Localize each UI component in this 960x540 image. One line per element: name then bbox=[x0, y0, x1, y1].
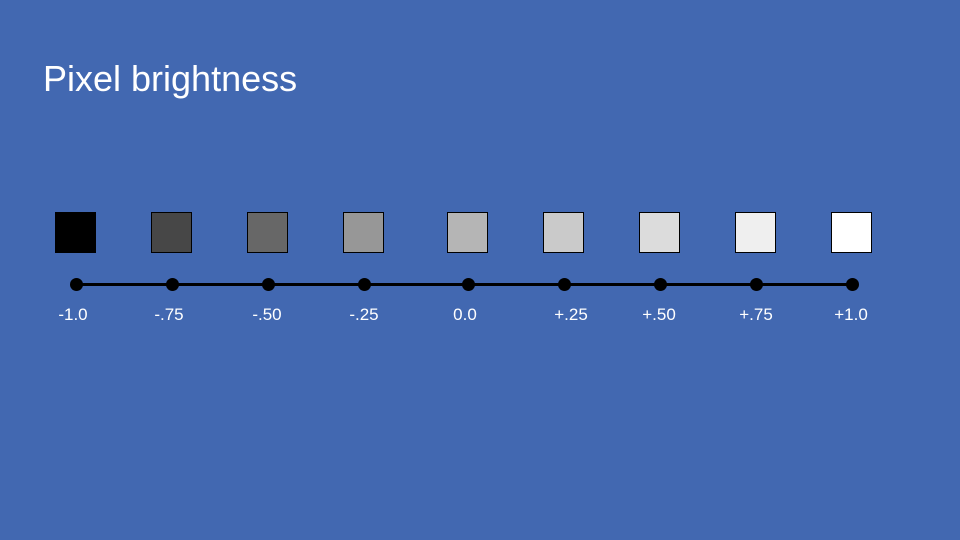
tick-dot bbox=[357, 278, 371, 291]
swatch-minus-0-75 bbox=[151, 212, 192, 253]
swatch-plus-0-75 bbox=[735, 212, 776, 253]
tick-label: -.50 bbox=[252, 305, 282, 324]
tick-label: +.75 bbox=[739, 305, 773, 324]
tick-dot bbox=[845, 278, 859, 291]
tick-dot bbox=[749, 278, 763, 291]
tick-label: 0.0 bbox=[453, 305, 477, 324]
swatch-minus-0-25 bbox=[343, 212, 384, 253]
tick-label: +.25 bbox=[554, 305, 588, 324]
swatch-plus-0-25 bbox=[543, 212, 584, 253]
tick-dot bbox=[653, 278, 667, 291]
tick-label: -.25 bbox=[349, 305, 379, 324]
swatch-plus-0-50 bbox=[639, 212, 680, 253]
tick-dot bbox=[165, 278, 179, 291]
tick-dot bbox=[461, 278, 475, 291]
tick-label: +.50 bbox=[642, 305, 676, 324]
swatch-zero bbox=[447, 212, 488, 253]
swatch-minus-1-0 bbox=[55, 212, 96, 253]
tick-dot bbox=[557, 278, 571, 291]
swatch-minus-0-50 bbox=[247, 212, 288, 253]
tick-dot bbox=[69, 278, 83, 291]
tick-label: +1.0 bbox=[834, 305, 868, 324]
tick-label: -1.0 bbox=[58, 305, 88, 324]
tick-dot bbox=[261, 278, 275, 291]
swatch-plus-1-0 bbox=[831, 212, 872, 253]
tick-label: -.75 bbox=[154, 305, 184, 324]
slide-title: Pixel brightness bbox=[43, 58, 298, 99]
